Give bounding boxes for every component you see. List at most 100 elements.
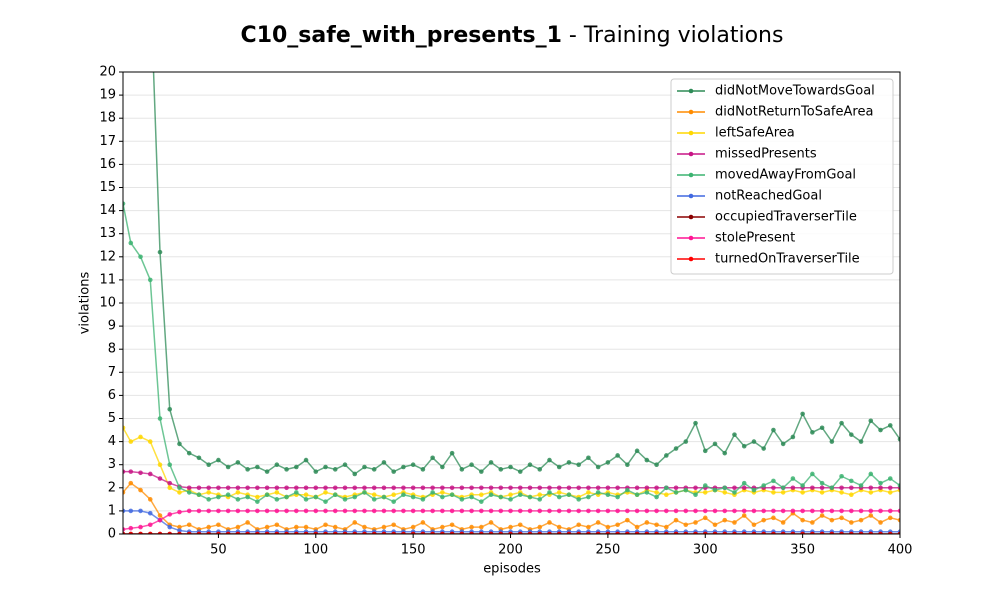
data-point [157,416,163,421]
data-point [303,457,309,463]
data-point [508,524,513,530]
data-point [206,531,211,534]
data-point [566,508,572,514]
data-point [800,517,805,523]
data-point [245,508,250,514]
data-point [303,531,309,534]
data-point [556,485,562,491]
data-point [702,515,708,521]
data-point [255,485,260,491]
data-point [586,524,591,530]
data-point [508,531,513,534]
data-point [566,531,572,534]
data-point [751,487,757,493]
data-point [556,464,562,470]
data-point [810,485,815,491]
data-point [878,531,883,534]
data-point [177,509,182,515]
data-point [294,524,299,530]
data-point [274,497,280,502]
data-point [644,531,650,534]
data-point [342,462,348,468]
data-point [235,485,241,491]
data-point [177,531,182,534]
data-point [274,462,280,468]
data-point [829,531,835,534]
data-point [391,469,396,474]
data-point [868,471,874,477]
data-point [800,490,805,495]
series-line [123,470,900,489]
data-point [517,485,523,491]
data-point [819,508,825,514]
data-point [712,522,718,528]
data-point [732,432,737,437]
data-point [167,480,173,486]
data-point [819,513,825,518]
data-point [615,508,620,514]
data-point [732,531,737,534]
data-point [138,487,143,493]
data-point [488,508,494,514]
data-point [849,492,854,498]
data-point [878,508,883,514]
data-point [138,254,143,260]
data-point [177,528,182,533]
data-point [732,490,737,495]
data-point [732,520,737,525]
data-point [868,485,874,491]
data-point [839,531,844,534]
data-point [352,508,358,514]
y-tick-label: 19 [99,88,116,103]
y-tick-label: 14 [99,203,116,218]
data-point [313,469,319,474]
x-tick-label: 350 [790,543,815,558]
data-point [819,531,825,534]
x-axis-label: episodes [483,562,541,577]
data-point [459,497,465,502]
data-point [839,515,844,521]
data-point [654,531,659,534]
data-point [479,508,484,514]
data-point [722,508,728,514]
data-point [128,508,134,514]
data-point [887,531,893,534]
data-point [878,520,883,525]
data-point [235,490,241,495]
data-point [654,522,659,528]
data-point [702,531,708,534]
data-point [527,494,533,500]
data-point [362,490,367,495]
data-point [167,485,173,491]
x-tick-label: 100 [303,543,328,558]
data-point [479,492,484,498]
data-point [128,240,134,246]
data-point [147,531,153,534]
data-point [790,508,796,514]
data-point [576,522,581,528]
data-point [741,480,747,486]
data-point [147,510,153,516]
data-point [123,531,126,534]
data-point [576,508,581,514]
data-point [683,508,689,514]
data-point [469,531,474,534]
data-point [391,485,396,491]
data-point [527,462,533,468]
legend-marker [688,172,694,178]
data-point [138,434,143,440]
data-point [342,531,348,534]
data-point [391,522,396,528]
data-point [634,531,640,534]
data-point [566,485,572,491]
data-point [722,450,728,456]
data-point [235,524,241,530]
data-point [664,531,669,534]
data-point [615,485,620,491]
data-point [508,497,513,502]
data-point [683,531,689,534]
y-tick-label: 7 [108,365,116,380]
data-point [284,508,289,514]
data-point [216,508,221,514]
data-point [303,508,309,514]
